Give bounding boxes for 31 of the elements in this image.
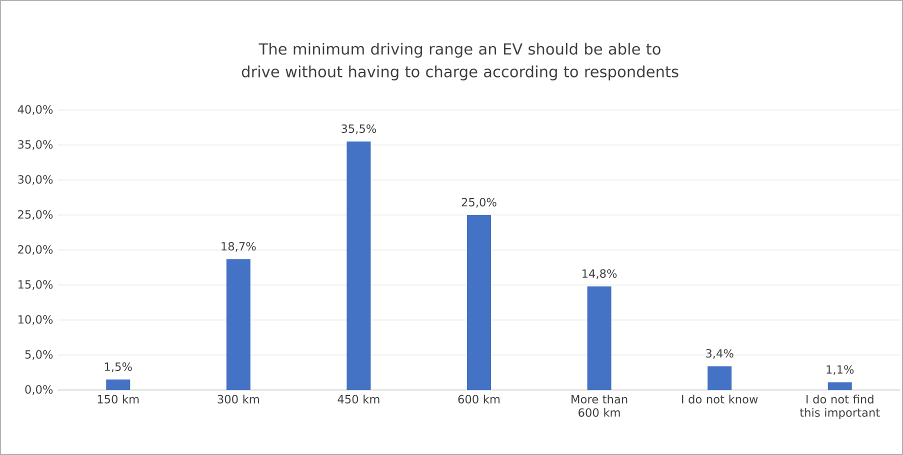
y-tick-label: 0,0% [25, 385, 53, 395]
data-label: 3,4% [706, 349, 734, 359]
y-tick-label: 5,0% [25, 350, 53, 360]
data-label: 35,5% [342, 124, 376, 134]
bar [708, 366, 732, 390]
data-label: 25,0% [462, 198, 496, 208]
bar [346, 141, 371, 390]
bar [587, 286, 612, 390]
bar [106, 380, 130, 390]
y-tick-label: 40,0% [18, 105, 53, 115]
y-tick-label: 35,0% [18, 140, 53, 150]
y-tick-label: 30,0% [18, 175, 53, 185]
data-label: 1,1% [826, 365, 854, 375]
y-tick-label: 10,0% [18, 315, 53, 325]
data-label: 14,8% [582, 269, 617, 280]
x-tick-label: I do not find this important [800, 394, 880, 420]
data-label: 18,7% [222, 242, 256, 252]
bar [828, 382, 852, 390]
y-tick-label: 25,0% [18, 210, 53, 220]
y-tick-label: 20,0% [18, 245, 53, 255]
x-tick-label: 600 km [458, 394, 500, 404]
chart-title: The minimum driving range an EV should be able to drive without having to charge according to respondents [242, 42, 678, 80]
x-tick-label: 450 km [338, 394, 380, 404]
data-label: 1,5% [104, 362, 132, 372]
x-tick-label: I do not know [682, 394, 758, 404]
x-tick-label: 150 km [98, 394, 139, 404]
x-tick-label: 300 km [218, 394, 259, 404]
x-tick-label: More than 600 km [572, 394, 628, 417]
y-tick-label: 15,0% [18, 280, 53, 290]
bar [467, 215, 491, 390]
bar [226, 259, 250, 390]
